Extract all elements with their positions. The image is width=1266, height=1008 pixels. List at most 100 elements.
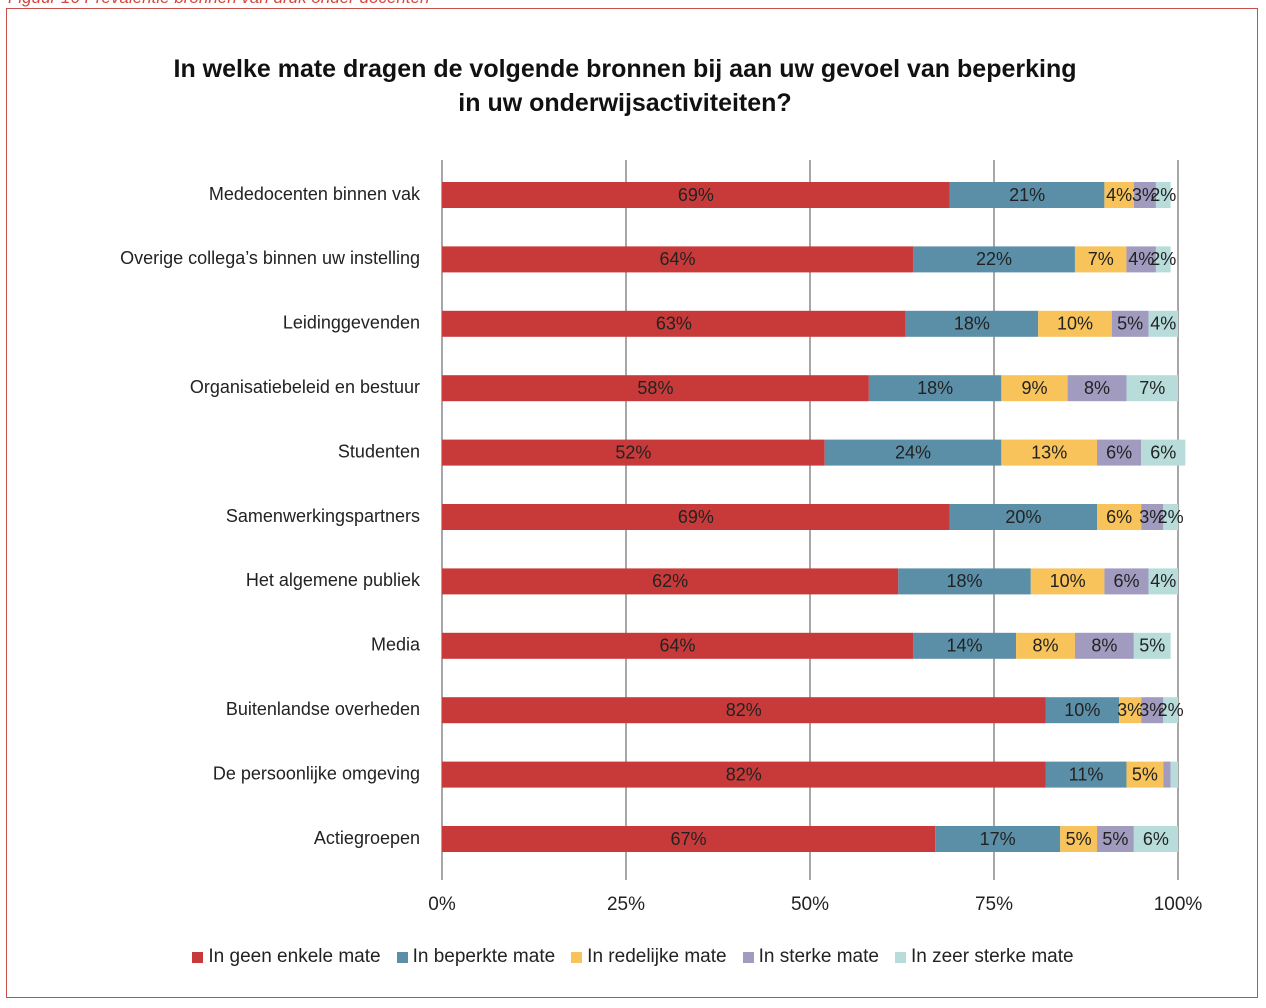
chart-frame bbox=[6, 8, 1258, 998]
bar-segment bbox=[1097, 504, 1142, 530]
data-label: 4% bbox=[1128, 249, 1154, 269]
bar-segment bbox=[1119, 697, 1142, 724]
data-label: 3% bbox=[1117, 700, 1143, 720]
y-tick-label: Overige collega’s binnen uw instelling bbox=[120, 248, 420, 268]
caption: Figuur 16 Prevalentie bronnen van druk o… bbox=[8, 0, 430, 8]
data-label: 6% bbox=[1106, 507, 1132, 527]
bar-segment bbox=[1148, 568, 1178, 595]
bar-segment bbox=[442, 826, 936, 852]
legend: In geen enkele mate In beperkte mate In re… bbox=[0, 946, 1266, 968]
data-label: 6% bbox=[1113, 571, 1139, 591]
y-tick-label: Mededocenten binnen vak bbox=[209, 184, 421, 204]
data-label: 13% bbox=[1031, 442, 1067, 462]
legend-label: In zeer sterke mate bbox=[910, 946, 1074, 967]
bar-segment bbox=[1097, 439, 1142, 466]
data-label: 5% bbox=[1117, 314, 1143, 334]
legend-label: In beperkte mate bbox=[412, 946, 556, 967]
data-label: 3% bbox=[1132, 185, 1158, 205]
y-tick-label: Het algemene publiek bbox=[246, 570, 421, 590]
data-label: 10% bbox=[1064, 700, 1100, 720]
x-tick-label: 25% bbox=[607, 894, 645, 915]
bar-segment bbox=[1155, 182, 1171, 208]
data-label: 67% bbox=[671, 829, 707, 849]
legend-item: In sterke mate bbox=[742, 946, 879, 968]
data-label: 18% bbox=[954, 314, 990, 334]
bar-segment bbox=[1030, 568, 1105, 595]
bar-segment bbox=[1133, 826, 1178, 852]
bar-segment bbox=[935, 826, 1061, 852]
data-label: 63% bbox=[656, 314, 692, 334]
data-label: 2% bbox=[1158, 507, 1184, 527]
legend-swatch bbox=[742, 951, 754, 963]
data-label: 17% bbox=[980, 829, 1016, 849]
bar-segment bbox=[898, 568, 1031, 595]
legend-item: In beperkte mate bbox=[396, 946, 556, 968]
data-label: 58% bbox=[637, 378, 673, 398]
bar-segment bbox=[905, 310, 1039, 337]
bar-segment bbox=[1126, 246, 1156, 273]
y-tick-label: Samenwerkingspartners bbox=[226, 506, 420, 526]
bar-segment bbox=[1104, 568, 1149, 595]
bar-segment bbox=[1141, 504, 1164, 530]
bar-segment bbox=[1126, 761, 1164, 788]
data-label: 14% bbox=[947, 636, 983, 656]
bar-segment bbox=[1001, 439, 1098, 466]
bar-segment bbox=[1111, 310, 1149, 337]
legend-label: In redelijke mate bbox=[587, 946, 727, 967]
data-label: 18% bbox=[917, 378, 953, 398]
bar-segment bbox=[1163, 761, 1171, 788]
data-label: 9% bbox=[1021, 378, 1047, 398]
y-tick-label: Actiegroepen bbox=[314, 828, 420, 848]
data-label: 4% bbox=[1106, 185, 1132, 205]
bar-segment bbox=[1170, 761, 1178, 788]
data-label: 5% bbox=[1139, 636, 1165, 656]
legend-item: In redelijke mate bbox=[571, 946, 727, 968]
bar-segment bbox=[1038, 310, 1112, 337]
data-label: 11% bbox=[1069, 764, 1104, 784]
bar-segment bbox=[442, 568, 899, 595]
data-label: 8% bbox=[1091, 636, 1117, 656]
legend-swatch bbox=[571, 951, 583, 963]
data-label: 5% bbox=[1066, 829, 1092, 849]
bar-segment bbox=[442, 504, 950, 530]
legend-label: In geen enkele mate bbox=[208, 946, 381, 967]
legend-label: In sterke mate bbox=[758, 946, 879, 967]
bar-segment bbox=[1067, 375, 1127, 402]
bar-segment bbox=[1016, 632, 1075, 659]
data-label: 6% bbox=[1150, 442, 1176, 462]
x-tick-label: 0% bbox=[428, 894, 456, 915]
y-tick-label: Media bbox=[371, 635, 421, 655]
bar-segment bbox=[442, 246, 914, 273]
data-label: 8% bbox=[1033, 636, 1059, 656]
data-label: 3% bbox=[1139, 700, 1165, 720]
data-label: 7% bbox=[1139, 378, 1165, 398]
data-label: 52% bbox=[615, 442, 651, 462]
bar-segment bbox=[1163, 504, 1178, 530]
bar-segment bbox=[1060, 826, 1098, 852]
bar-segment bbox=[1074, 246, 1127, 273]
data-label: 8% bbox=[1084, 378, 1110, 398]
bar-segment bbox=[1126, 375, 1178, 402]
bar-segment bbox=[1097, 826, 1134, 852]
x-tick-label: 75% bbox=[975, 894, 1013, 915]
data-label: 6% bbox=[1106, 442, 1132, 462]
data-label: 4% bbox=[1150, 571, 1176, 591]
data-label: 18% bbox=[947, 571, 983, 591]
data-label: 82% bbox=[726, 700, 762, 720]
data-label: 7% bbox=[1088, 249, 1114, 269]
y-tick-label: Organisatiebeleid en bestuur bbox=[190, 377, 420, 397]
data-label: 4% bbox=[1150, 314, 1176, 334]
y-tick-label: Buitenlandse overheden bbox=[226, 699, 420, 719]
legend-swatch bbox=[396, 951, 408, 963]
y-tick-label: Studenten bbox=[338, 441, 420, 461]
bar-segment bbox=[1141, 439, 1186, 466]
data-label: 64% bbox=[660, 249, 696, 269]
data-label: 62% bbox=[652, 571, 688, 591]
bar-segment bbox=[949, 504, 1098, 530]
legend-item: In geen enkele mate bbox=[192, 946, 381, 968]
bar-segment bbox=[913, 632, 1017, 659]
data-label: 2% bbox=[1158, 700, 1184, 720]
data-label: 82% bbox=[726, 764, 762, 784]
data-label: 69% bbox=[678, 507, 714, 527]
bar-segment bbox=[868, 375, 1002, 402]
